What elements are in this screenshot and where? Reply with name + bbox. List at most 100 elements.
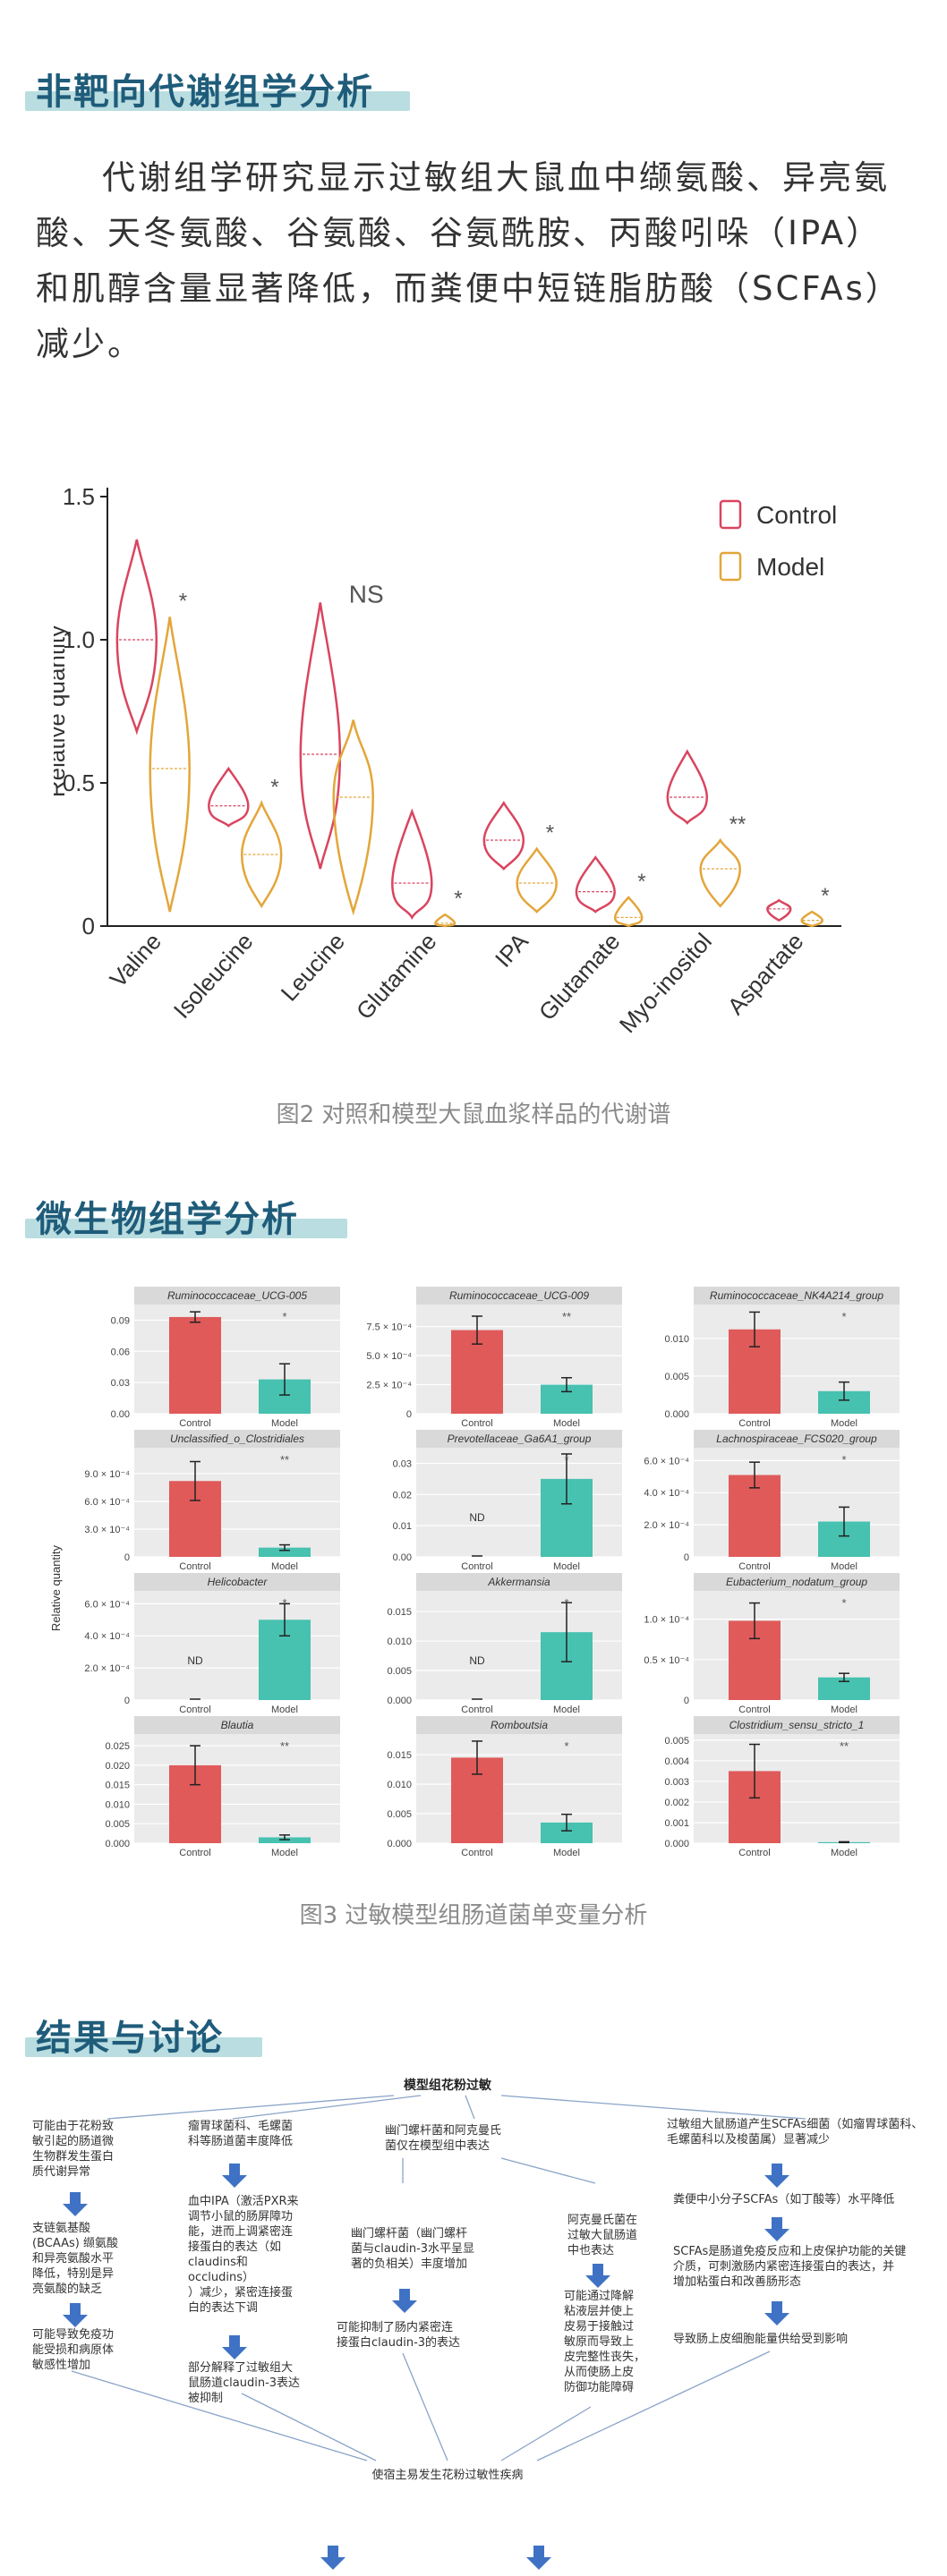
y-axis-label: Relative quantity	[49, 1544, 63, 1631]
flow-col3-node: 幽门螺杆菌和阿克曼氏菌仅在模型组中表达	[385, 2124, 501, 2153]
violin-chart: 0 0.5 1.0 1.5 Relative quantity * Valine * Isole…	[54, 483, 841, 1038]
nd-label: ND	[469, 1654, 485, 1667]
bar-panel: Blautia 0.000 0.005 0.010 0.015 0.020 0.025 Con…	[105, 1716, 340, 1858]
significance-label: *	[841, 1596, 846, 1610]
connector-line	[107, 2095, 395, 2120]
connector-line	[500, 2406, 592, 2461]
x-tick-label: Model	[831, 1848, 857, 1858]
panel-strip	[134, 1573, 340, 1591]
bar-panel: Romboutsia 0.000 0.005 0.010 0.015 Control Mod…	[387, 1716, 622, 1858]
y-tick-label: 0.025	[105, 1741, 130, 1752]
panel-background	[134, 1448, 340, 1557]
panel-title: Romboutsia	[491, 1719, 548, 1731]
y-tick-label: 0	[124, 1696, 130, 1706]
bar-control	[729, 1475, 781, 1557]
y-tick-label: 0.015	[105, 1781, 130, 1791]
down-arrow	[222, 2335, 247, 2359]
flow-col3-node: 可能抑制了肠内紧密连接蛋白claudin-3的表达	[337, 2320, 460, 2350]
x-tick-label: Control	[738, 1418, 770, 1429]
results-flowchart: 模型组花粉过敏可能由于花粉致敏引起的肠道微生物群发生蛋白质代谢异常支链氨基酸(B…	[32, 2078, 923, 2570]
x-tick-label: Model	[553, 1848, 580, 1858]
x-tick-label: Model	[271, 1561, 298, 1572]
connector-line	[402, 2352, 448, 2461]
significance-label: **	[562, 1310, 571, 1323]
down-arrow	[764, 2217, 789, 2241]
significance-label: *	[841, 1310, 846, 1323]
y-tick-label: 0.000	[387, 1696, 412, 1706]
y-tick-label: 0.003	[664, 1777, 689, 1788]
flow-col5-node: 过敏组大鼠肠道产生SCFAs细菌（如瘤胃球菌科、毛螺菌科以及梭菌属）显著减少	[667, 2117, 923, 2147]
panel-strip	[694, 1573, 900, 1591]
x-tick-label: Control	[461, 1418, 492, 1429]
x-tick-label: Control	[179, 1705, 210, 1715]
y-tick-label: 1.0 × 10⁻⁴	[644, 1615, 689, 1626]
y-tick-label: 2.5 × 10⁻⁴	[366, 1381, 412, 1391]
y-tick-label: 2.0 × 10⁻⁴	[644, 1520, 689, 1531]
significance-label: *	[179, 589, 187, 613]
down-arrow	[63, 2192, 88, 2216]
flow-col1-node: 支链氨基酸(BCAAs) 缬氨酸和异亮氨酸水平降低，特别是异亮氨酸的缺乏	[32, 2222, 118, 2296]
fig3-caption: 图3 过敏模型组肠道菌单变量分析	[299, 1902, 648, 1929]
significance-label: *	[564, 1596, 568, 1610]
significance-label: NS	[349, 580, 384, 608]
significance-label: *	[270, 775, 278, 799]
violin-model	[240, 799, 283, 909]
flow-col4-node: 可能通过降解粘液层并使上皮易于接触过敏原而导致上皮完整性丧失，从而使肠上皮防御功…	[564, 2290, 645, 2394]
bar-panel: Lachnospiraceae_FCS020_group 0 2.0 × 10⁻⁴ 4…	[644, 1430, 900, 1572]
panel-title: Lachnospiraceae_FCS020_group	[716, 1433, 877, 1445]
violin-model	[332, 719, 374, 916]
panel-title: Akkermansia	[487, 1576, 550, 1588]
panel-background	[134, 1734, 340, 1843]
y-tick-label: 0.03	[111, 1378, 130, 1389]
bar-model	[259, 1547, 311, 1557]
panel-strip	[134, 1287, 340, 1305]
significance-label: **	[280, 1453, 289, 1467]
significance-label: *	[564, 1453, 568, 1467]
panel-strip	[694, 1430, 900, 1448]
nd-label: ND	[187, 1654, 203, 1667]
significance-label: *	[637, 870, 645, 894]
y-tick-label: 4.0 × 10⁻⁴	[84, 1631, 130, 1642]
bar-panel: Prevotellaceae_Ga6A1_group 0.00 0.01 0.02 0.…	[393, 1430, 622, 1572]
x-tick-label: Model	[553, 1418, 580, 1429]
bar-panel: Helicobacter 0 2.0 × 10⁻⁴ 4.0 × 10⁻⁴ 6.0 × 1…	[84, 1573, 340, 1715]
y-tick-label: 0.015	[387, 1607, 412, 1618]
y-tick-label: 1.0	[63, 626, 95, 653]
violin-control	[115, 539, 158, 735]
y-tick-label: 0.000	[387, 1839, 412, 1849]
bar-control	[169, 1316, 221, 1414]
bar-panel: Clostridium_sensu_stricto_1 0.000 0.001 0.0…	[664, 1716, 900, 1858]
flow-bottom-node: 使宿主易发生花粉过敏性疾病	[371, 2468, 523, 2482]
x-tick-label: Model	[271, 1848, 298, 1858]
x-tick-label: Glutamine	[351, 928, 442, 1024]
x-tick-label: Control	[738, 1561, 770, 1572]
y-tick-label: 0.03	[393, 1458, 412, 1469]
down-arrow	[392, 2289, 417, 2313]
down-arrow	[585, 2264, 610, 2288]
y-tick-label: 4.0 × 10⁻⁴	[644, 1488, 689, 1499]
flow-col2-node: 血中IPA（激活PXR来调节小鼠的肠屏障功能，进而上调紧密连接蛋白的表达（如 cl…	[188, 2195, 299, 2315]
significance-label: *	[546, 821, 554, 846]
x-tick-label: Model	[271, 1705, 298, 1715]
flow-col3-node: 幽门螺杆菌（幽门螺杆菌与claudin-3水平呈显著的负相关）丰度增加	[351, 2227, 474, 2271]
panel-strip	[694, 1716, 900, 1734]
legend-swatch	[719, 551, 742, 582]
bar-panel: Ruminococcaceae_UCG-005 0.00 0.03 0.06 0.09 C…	[111, 1287, 340, 1429]
y-tick-label: 3.0 × 10⁻⁴	[84, 1525, 130, 1535]
violin-control	[666, 749, 709, 825]
x-tick-label: Control	[738, 1848, 770, 1858]
violin-control	[208, 766, 250, 828]
y-tick-label: 0.004	[664, 1756, 689, 1767]
connector-line	[500, 2095, 806, 2120]
fig2-caption: 图2 对照和模型大鼠血浆样品的代谢谱	[276, 1101, 671, 1128]
violin-model	[800, 910, 823, 928]
flow-col5-node: 粪便中小分子SCFAs（如丁酸等）水平降低	[673, 2192, 894, 2206]
y-tick-label: 6.0 × 10⁻⁴	[644, 1456, 689, 1467]
y-tick-label: 0.002	[664, 1798, 689, 1808]
x-tick-label: Control	[738, 1705, 770, 1715]
y-tick-label: 0.005	[387, 1809, 412, 1820]
x-tick-label: Aspartate	[722, 928, 809, 1020]
panel-strip	[416, 1716, 622, 1734]
flow-col1-node: 可能由于花粉致敏引起的肠道微生物群发生蛋白质代谢异常	[32, 2119, 114, 2179]
panel-strip	[416, 1287, 622, 1305]
